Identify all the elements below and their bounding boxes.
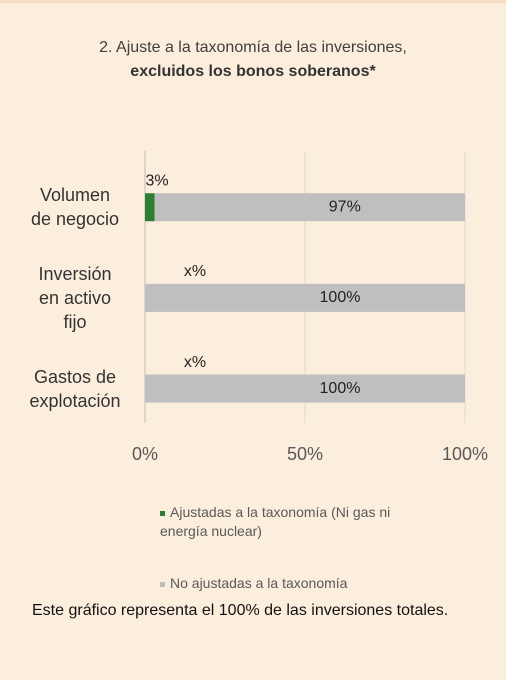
legend-swatch: [160, 581, 165, 587]
bar: [145, 374, 465, 403]
data-label: x%: [184, 354, 206, 371]
legend-entry: No ajustadas a la taxonomía: [160, 574, 410, 593]
legend-swatch: [160, 510, 165, 516]
data-label: 100%: [320, 289, 361, 306]
x-tick-label: 50%: [287, 444, 323, 464]
chart: 0% 50% 100% 3% 97% x% 100% x% 100%: [132, 151, 488, 464]
data-label: 3%: [145, 172, 168, 189]
legend-label: Ajustadas a la taxonomía (Ni gas ni ener…: [160, 504, 391, 539]
footnote: Este gráfico representa el 100% de las i…: [32, 602, 449, 619]
data-label: x%: [184, 263, 206, 280]
x-tick-label: 0%: [132, 444, 158, 464]
x-tick-label: 100%: [442, 444, 488, 464]
y-tick-label: Inversión en activo fijo: [38, 263, 112, 332]
legend-label: No ajustadas a la taxonomía: [170, 575, 348, 591]
bar: [154, 193, 465, 222]
data-label: 100%: [320, 380, 361, 397]
y-tick-label: Volumen de negocio: [30, 185, 120, 230]
chart-title: 2. Ajuste a la taxonomía de las inversio…: [99, 39, 407, 56]
data-label: 97%: [329, 198, 361, 215]
y-tick-label: Gastos de explotación: [29, 366, 121, 411]
bar: [145, 193, 155, 222]
bar: [145, 283, 465, 312]
chart-subtitle: excluidos los bonos soberanos*: [130, 63, 376, 80]
legend-entry: Ajustadas a la taxonomía (Ni gas ni ener…: [160, 503, 410, 541]
